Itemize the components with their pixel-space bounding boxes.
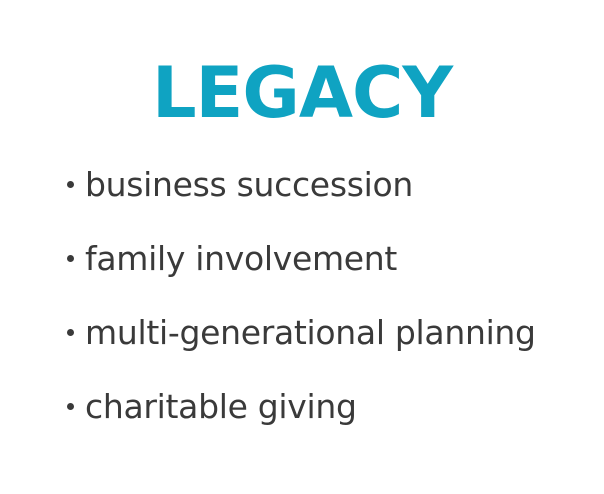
list-item: business succession [64,160,536,208]
bullet-icon [67,328,74,336]
page-title: LEGACY [151,52,453,134]
list-item: charitable giving [64,382,536,430]
bullet-icon [67,402,74,410]
list-item: multi-generational planning [64,308,536,356]
list-item-label: family involvement [85,238,398,278]
list-item-label: charitable giving [85,386,357,426]
bullet-icon [67,254,74,262]
bullet-icon [67,180,74,188]
list-item-label: multi-generational planning [85,312,536,352]
bullet-list: business succession family involvement m… [64,160,536,456]
list-item: family involvement [64,234,536,282]
list-item-label: business succession [85,164,413,204]
